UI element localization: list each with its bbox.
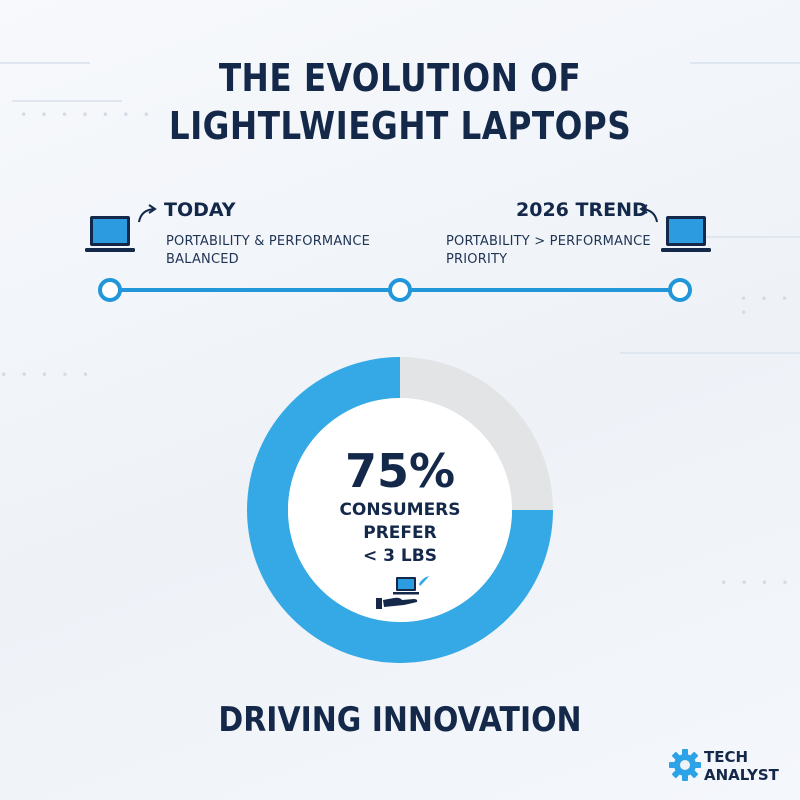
bg-line bbox=[680, 236, 800, 238]
bg-line bbox=[0, 62, 90, 64]
title-line-2: LIGHTLWIEGHT LAPTOPS bbox=[168, 104, 632, 148]
bg-dots: • • • • bbox=[740, 292, 792, 320]
laptop-icon bbox=[661, 216, 711, 252]
hand-laptop-icon bbox=[376, 576, 429, 609]
center-value: 75% bbox=[344, 444, 456, 498]
curved-arrow-icon bbox=[639, 204, 658, 223]
bg-dots: • • • • bbox=[720, 576, 792, 590]
title-line-1: THE EVOLUTION OF bbox=[218, 56, 582, 100]
stage-trend-line-1: PORTABILITY > PERFORMANCE bbox=[446, 234, 651, 249]
stage-trend-line-2: PRIORITY bbox=[446, 252, 508, 267]
stage-trend-desc: PORTABILITY > PERFORMANCE PRIORITY bbox=[446, 233, 651, 269]
stage-today-line-1: PORTABILITY & PERFORMANCE bbox=[166, 234, 371, 249]
bg-line bbox=[620, 352, 800, 354]
timeline-node-end bbox=[668, 278, 692, 302]
bg-dots: • • • • • • • bbox=[20, 108, 153, 122]
center-label-line-1: CONSUMERS bbox=[339, 500, 461, 520]
gear-icon bbox=[669, 749, 701, 781]
stage-today-heading: TODAY bbox=[164, 199, 236, 221]
footer-tagline: DRIVING INNOVATION bbox=[218, 700, 582, 740]
timeline-node-middle bbox=[388, 278, 412, 302]
center-label-line-2: PREFER bbox=[363, 523, 437, 543]
laptop-icon bbox=[85, 216, 135, 252]
bg-dots: • • • • • bbox=[0, 368, 93, 382]
stage-today-desc: PORTABILITY & PERFORMANCE BALANCED bbox=[166, 233, 370, 269]
brand-line-1: TECH bbox=[704, 748, 749, 766]
timeline bbox=[98, 278, 692, 302]
donut-slice-other bbox=[400, 357, 553, 510]
center-label-line-3: < 3 LBS bbox=[363, 546, 437, 566]
brand-line-2: ANALYST bbox=[704, 766, 779, 784]
curved-arrow-icon bbox=[138, 204, 157, 223]
donut-hole bbox=[288, 398, 512, 622]
stage-today-line-2: BALANCED bbox=[166, 252, 239, 267]
page-title: THE EVOLUTION OF LIGHTLWIEGHT LAPTOPS bbox=[56, 54, 744, 150]
timeline-node-start bbox=[98, 278, 122, 302]
bg-line bbox=[690, 62, 800, 64]
bg-line bbox=[12, 100, 122, 102]
stage-trend-heading: 2026 TREND bbox=[516, 199, 648, 221]
